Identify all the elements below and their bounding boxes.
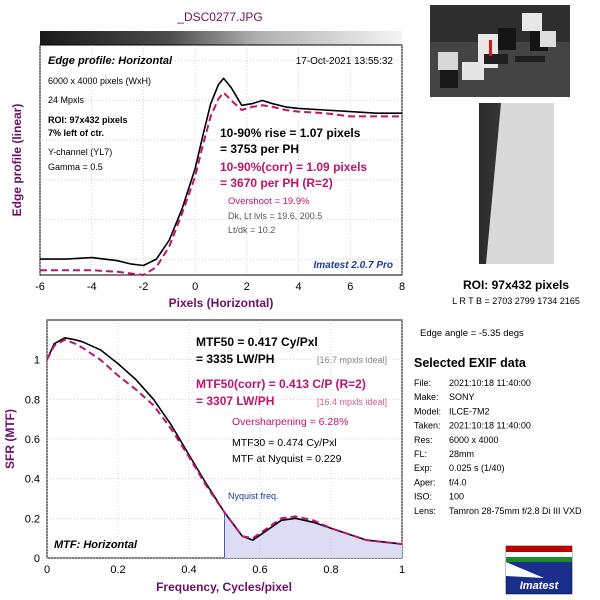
nyquist-fill	[224, 512, 402, 558]
exif-key: Lens:	[414, 506, 436, 516]
measured-series-line	[40, 77, 402, 267]
exif-key: File:	[414, 378, 431, 388]
mtf-ylabel: SFR (MTF)	[3, 409, 17, 469]
mtf-bottom-label: MTF: Horizontal	[54, 539, 138, 551]
edge-roi-line: ROI: 97x432 pixels	[48, 115, 128, 125]
x-tick-label: 1	[399, 564, 405, 576]
roi-coords: L R T B = 2703 2799 1734 2165	[452, 296, 580, 306]
exif-key: Make:	[414, 392, 439, 402]
mtf-xlabel: Frequency, Cycles/pixel	[156, 580, 292, 594]
exif-value: SONY	[449, 392, 475, 402]
x-tick-label: 0	[44, 564, 50, 576]
corrected-series-line	[40, 91, 402, 276]
x-tick-label: -6	[35, 281, 45, 293]
x-tick-label: 2	[244, 281, 250, 293]
x-tick-label: 0.8	[323, 564, 338, 576]
x-tick-label: 8	[399, 281, 405, 293]
edge-angle: Edge angle = -5.35 degs	[420, 328, 524, 339]
edge-plot-frame	[39, 44, 403, 276]
overshoot-text: Overshoot = 19.9%	[228, 196, 310, 207]
mtf30-text: MTF30 = 0.474 Cy/Pxl	[232, 437, 337, 449]
x-tick-label: -2	[139, 281, 149, 293]
exif-value: f/4.0	[449, 477, 467, 487]
exif-value: 0.025 s (1/40)	[449, 463, 505, 473]
x-tick-label: 0.2	[110, 564, 125, 576]
y-tick-label: 1	[34, 355, 40, 367]
roi-crop	[479, 103, 554, 264]
nyquist-region	[224, 512, 402, 558]
exif-key: Exp:	[414, 463, 432, 473]
x-tick-label: 6	[347, 281, 353, 293]
exif-key: ISO:	[414, 492, 432, 502]
dk-lt-text: Dk, Lt lvls = 19.6, 200.5	[228, 211, 322, 221]
exif-value: ILCE-7M2	[449, 406, 490, 416]
logo-text: Imatest	[520, 580, 560, 592]
edge-channel-line: Gamma = 0.5	[48, 162, 103, 172]
exif-value: 28mm	[449, 449, 474, 459]
mtf50-ideal: [16.7 mpxls ideal]	[317, 355, 387, 365]
mtf50-line: = 3335 LW/PH	[196, 352, 274, 366]
exif-value: 2021:10:18 11:40:00	[449, 421, 531, 431]
mtf50-corr-line: = 3307 LW/PH	[196, 394, 274, 408]
edge-ticks: -6 -4 -2 0 2 4 6 8	[35, 281, 405, 293]
mtf50-corr-line: MTF50(corr) = 0.413 C/P (R=2)	[196, 377, 366, 391]
edge-ylabel: Edge profile (linear)	[10, 104, 24, 217]
edge-roi-line: 7% left of ctr.	[48, 128, 104, 138]
roi-thumbnail	[430, 5, 570, 97]
exif-key: Aper:	[414, 477, 436, 487]
mtf-curves	[46, 337, 403, 546]
edge-info-line: 6000 x 4000 pixels (WxH)	[48, 76, 151, 86]
rise-line: = 3753 per PH	[220, 142, 299, 156]
edge-channel-line: Y-channel (YL7)	[48, 147, 112, 157]
version-text: Imatest 2.0.7 Pro	[314, 260, 393, 271]
exif-key: Res:	[414, 435, 433, 445]
nyquist-label: Nyquist freq.	[228, 491, 279, 501]
exif-title: Selected EXIF data	[414, 356, 527, 370]
oversharpening-text: Oversharpening = 6.28%	[232, 416, 348, 428]
y-tick-label: 0.4	[25, 474, 40, 486]
mtf-grid	[46, 320, 403, 559]
x-tick-label: 0.6	[252, 564, 267, 576]
y-tick-label: 0	[34, 553, 40, 565]
exif-key: FL:	[414, 449, 427, 459]
file-title: _DSC0277.JPG	[176, 10, 262, 24]
rise-line: 10-90% rise = 1.07 pixels	[220, 126, 361, 140]
roi-title: ROI: 97x432 pixels	[463, 278, 569, 292]
x-tick-label: -4	[87, 281, 97, 293]
exif-value: 2021:10:18 11:40:00	[449, 378, 531, 388]
x-tick-label: 0	[192, 281, 198, 293]
x-tick-label: 4	[296, 281, 302, 293]
exif-table: File: 2021:10:18 11:40:00 Make: SONY Model: I…	[414, 378, 582, 516]
corrected-series-line	[46, 338, 403, 546]
y-tick-label: 0.8	[25, 394, 40, 406]
y-tick-label: 0.2	[25, 513, 40, 525]
x-tick-label: 0.4	[181, 564, 196, 576]
edge-gradient-strip	[40, 31, 402, 45]
exif-value: Tamron 28-75mm f/2.8 Di III VXD	[449, 506, 582, 516]
rise-corr-line: 10-90%(corr) = 1.09 pixels	[220, 160, 367, 174]
mtf50-line: MTF50 = 0.417 Cy/Pxl	[196, 335, 318, 349]
edge-curves	[40, 77, 402, 276]
edge-grid	[39, 45, 403, 275]
imatest-logo: Imatest	[505, 545, 573, 595]
ltdk-text: Lt/dk = 10.2	[228, 225, 275, 235]
mtf-ticks: 0 0.2 0.4 0.6 0.8 1 0 0.2 0.4 0.6 0.8 1	[25, 355, 405, 576]
exif-key: Taken:	[414, 421, 441, 431]
y-tick-label: 0.6	[25, 434, 40, 446]
mtf-nyquist-text: MTF at Nyquist = 0.229	[232, 453, 342, 465]
exif-value: 100	[449, 492, 464, 502]
rise-corr-line: = 3670 per PH (R=2)	[220, 176, 333, 190]
edge-timestamp: 17-Oct-2021 13:55:32	[296, 56, 394, 67]
exif-key: Model:	[414, 406, 441, 416]
mtf50-corr-ideal: [16.4 mpxls ideal]	[317, 397, 387, 407]
edge-info-line: 24 Mpxls	[48, 95, 85, 105]
edge-heading: Edge profile: Horizontal	[48, 55, 173, 67]
exif-value: 6000 x 4000	[449, 435, 499, 445]
edge-xlabel: Pixels (Horizontal)	[169, 296, 274, 310]
